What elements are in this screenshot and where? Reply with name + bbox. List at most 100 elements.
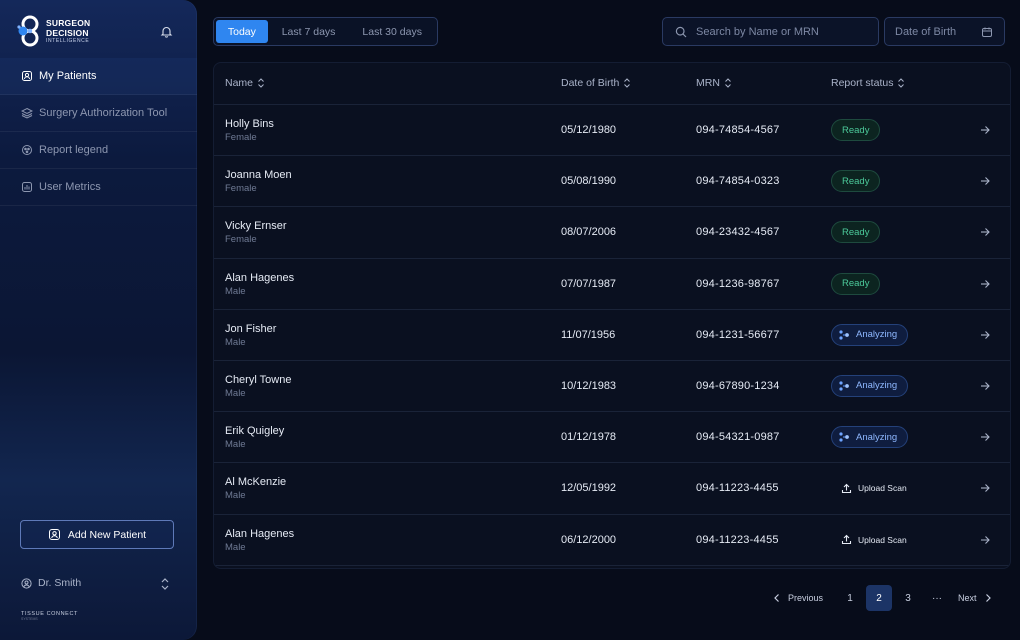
page-1-button[interactable]: 1 xyxy=(847,592,853,604)
arrow-right-icon[interactable] xyxy=(979,380,991,392)
page-3-button[interactable]: 3 xyxy=(905,592,911,604)
sidebar-item-my-patients[interactable]: My Patients xyxy=(0,58,197,95)
patient-gender: Male xyxy=(225,439,246,451)
column-label: MRN xyxy=(696,77,720,89)
report-status-cell: Ready xyxy=(831,272,881,295)
tab-last-7-days[interactable]: Last 7 days xyxy=(281,25,336,38)
patient-dob: 10/12/1983 xyxy=(561,379,617,392)
chevron-up-down-icon[interactable] xyxy=(159,577,171,591)
status-badge-analyzing: Analyzing xyxy=(831,426,909,449)
sort-icon xyxy=(724,78,732,88)
app-logo[interactable]: SURGEON DECISION INTELLIGENCE xyxy=(16,14,90,48)
bell-icon[interactable] xyxy=(160,25,173,38)
logo-line-3: INTELLIGENCE xyxy=(46,37,90,44)
arrow-right-icon[interactable] xyxy=(979,175,991,187)
upload-scan-button[interactable]: Upload Scan xyxy=(831,477,917,499)
status-label: Analyzing xyxy=(856,329,898,341)
report-status-cell: Ready xyxy=(831,170,881,193)
table-row[interactable]: Holly Bins Female 05/12/1980 094-74854-4… xyxy=(214,105,1010,157)
column-header-name[interactable]: Name xyxy=(225,77,265,89)
status-badge-analyzing: Analyzing xyxy=(831,374,909,397)
table-row[interactable]: Joanna Moen Female 05/08/1990 094-74854-… xyxy=(214,156,1010,208)
next-page-button[interactable]: Next xyxy=(958,593,993,603)
patient-gender: Male xyxy=(225,387,246,399)
patient-name: Al McKenzie xyxy=(225,476,287,489)
patient-name: Cheryl Towne xyxy=(225,373,292,386)
ellipsis-button[interactable]: ··· xyxy=(932,592,943,604)
patients-icon xyxy=(21,70,33,82)
sidebar-item-surgery-authorization[interactable]: Surgery Authorization Tool xyxy=(0,95,197,132)
upload-icon xyxy=(841,483,852,494)
arrow-right-icon[interactable] xyxy=(979,431,991,443)
patient-mrn: 094-74854-4567 xyxy=(696,124,780,136)
patient-name: Joanna Moen xyxy=(225,169,292,182)
patient-dob: 05/08/1990 xyxy=(561,175,617,188)
patient-dob: 11/07/1956 xyxy=(561,328,616,341)
table-row[interactable]: Al McKenzie Male 12/05/1992 094-11223-44… xyxy=(214,463,1010,515)
sidebar-item-user-metrics[interactable]: User Metrics xyxy=(0,169,197,206)
upload-scan-button[interactable]: Upload Scan xyxy=(831,529,917,551)
logo-line-1: SURGEON xyxy=(46,17,91,28)
tab-today[interactable]: Today xyxy=(216,20,268,43)
arrow-right-icon[interactable] xyxy=(979,124,991,136)
patient-mrn: 094-23432-4567 xyxy=(696,226,780,239)
sidebar-item-label: User Metrics xyxy=(39,181,101,193)
patient-dob: 06/12/2000 xyxy=(561,533,617,546)
patient-gender: Male xyxy=(225,490,246,502)
sidebar-item-label: My Patients xyxy=(39,70,97,82)
table-row[interactable]: Erik Quigley Male 01/12/1978 094-54321-0… xyxy=(214,412,1010,464)
status-badge-ready: Ready xyxy=(831,221,881,244)
search-input[interactable]: Search by Name or MRN xyxy=(662,17,879,46)
patient-mrn: 094-54321-0987 xyxy=(696,431,780,444)
patient-name-cell: Alan Hagenes Male xyxy=(225,272,294,297)
patient-name-cell: Vicky Ernser Female xyxy=(225,220,287,245)
arrow-right-icon[interactable] xyxy=(979,278,991,290)
report-status-cell: Analyzing xyxy=(831,426,909,449)
patient-gender: Male xyxy=(225,336,246,348)
table-row[interactable]: Alan Hagenes Male 07/07/1987 094-1236-98… xyxy=(214,259,1010,310)
analyzing-icon xyxy=(838,380,850,392)
add-user-icon xyxy=(48,528,61,541)
patient-mrn: 094-1231-56677 xyxy=(696,328,780,341)
footer-brand: TISSUE CONNECT SYSTEMS xyxy=(21,611,78,621)
column-header-dob[interactable]: Date of Birth xyxy=(561,77,631,89)
analyzing-icon xyxy=(838,431,850,443)
patient-dob: 01/12/1978 xyxy=(561,431,617,444)
patient-name: Vicky Ernser xyxy=(225,220,287,233)
table-row[interactable]: Alan Hagenes Male 06/12/2000 094-11223-4… xyxy=(214,515,1010,566)
date-range-tabs: Today Last 7 days Last 30 days xyxy=(213,17,438,46)
status-badge-ready: Ready xyxy=(831,119,881,141)
patient-name: Holly Bins xyxy=(225,118,274,130)
patient-gender: Female xyxy=(225,234,257,246)
sidebar: SURGEON DECISION INTELLIGENCE My Patient… xyxy=(0,0,197,640)
patient-name-cell: Holly Bins Female xyxy=(225,118,274,143)
arrow-right-icon[interactable] xyxy=(979,534,991,546)
arrow-right-icon[interactable] xyxy=(979,329,991,341)
patient-name-cell: Erik Quigley Male xyxy=(225,425,284,450)
date-of-birth-filter[interactable]: Date of Birth xyxy=(884,17,1005,46)
sidebar-nav: My Patients Surgery Authorization Tool xyxy=(0,58,197,206)
patient-gender: Female xyxy=(225,183,257,195)
report-status-cell: Ready xyxy=(831,221,881,244)
tab-last-30-days[interactable]: Last 30 days xyxy=(362,25,422,38)
chevron-left-icon xyxy=(772,593,782,603)
arrow-right-icon[interactable] xyxy=(979,226,991,238)
column-header-mrn[interactable]: MRN xyxy=(696,77,732,89)
table-row[interactable]: Cheryl Towne Male 10/12/1983 094-67890-1… xyxy=(214,361,1010,413)
patient-dob: 07/07/1987 xyxy=(561,277,617,290)
table-row[interactable]: Jon Fisher Male 11/07/1956 094-1231-5667… xyxy=(214,310,1010,361)
pagination: Previous 1 2 3 ··· Next xyxy=(772,585,993,611)
page-2-button[interactable]: 2 xyxy=(866,585,893,611)
previous-page-button[interactable]: Previous xyxy=(772,593,823,603)
status-badge-ready: Ready xyxy=(831,170,881,193)
column-header-report-status[interactable]: Report status xyxy=(831,77,905,89)
patient-name: Erik Quigley xyxy=(225,425,285,438)
add-new-patient-button[interactable]: Add New Patient xyxy=(20,520,174,549)
search-placeholder: Search by Name or MRN xyxy=(696,25,819,38)
patient-name-cell: Alan Hagenes Male xyxy=(225,528,294,553)
table-row[interactable]: Vicky Ernser Female 08/07/2006 094-23432… xyxy=(214,207,1010,259)
user-menu[interactable]: Dr. Smith xyxy=(21,577,173,591)
sidebar-item-report-legend[interactable]: Report legend xyxy=(0,132,197,169)
arrow-right-icon[interactable] xyxy=(979,482,991,494)
sort-icon xyxy=(257,78,265,88)
